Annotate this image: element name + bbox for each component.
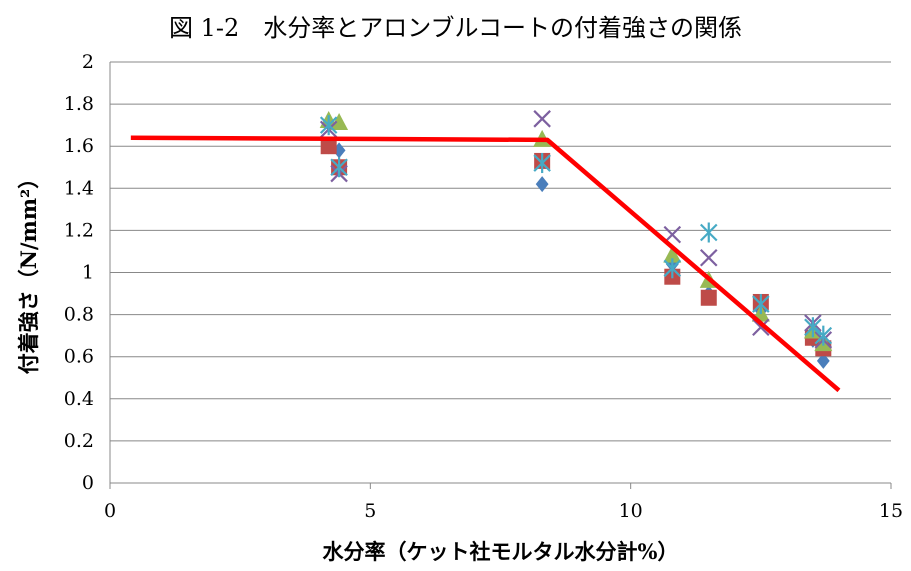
y-tick-label: 1.6 [64,135,94,157]
data-point-star [330,157,348,178]
data-point-star [319,115,338,136]
y-tick-label: 0 [82,472,94,494]
data-point-square [700,289,717,306]
data-point-x [533,110,551,128]
x-tick-label: 0 [104,500,116,522]
y-tick-label: 1.2 [64,219,94,241]
data-point-triangle [330,113,349,131]
y-tick-label: 2 [82,51,94,73]
data-point-x-stroke [533,110,551,128]
y-tick-label: 1 [82,262,94,284]
data-point-x [752,318,770,337]
x-axis-label: 水分率（ケット社モルタル水分計%） [322,539,679,564]
data-point-triangle [663,245,682,263]
data-point-diamond [816,352,830,369]
y-tick-label: 0.2 [64,430,94,452]
data-point-star [663,258,682,279]
data-point-star [699,222,718,243]
y-tick-label: 0.8 [64,304,94,326]
y-tick-label: 0.6 [64,346,94,368]
chart-title: 図 1-2 水分率とアロンブルコートの付着強さの関係 [168,14,743,42]
data-point-star [804,317,822,338]
y-axis-label: 付着強さ（N/mm²） [16,167,41,375]
x-tick-label: 10 [619,500,643,522]
y-tick-label: 1.4 [64,177,94,199]
x-tick-label: 15 [879,500,903,522]
data-point-star [533,153,551,174]
series-5 [319,115,833,346]
data-point-star [814,325,833,346]
data-point-star [752,294,770,315]
data-point-diamond [535,176,549,193]
data-point-x [699,248,718,267]
data-point-x-stroke [699,248,718,267]
y-tick-label: 0.4 [64,388,94,410]
data-point-square [320,138,337,155]
y-tick-label: 1.8 [64,93,94,115]
series-2 [320,138,832,357]
data-point-x-stroke [752,318,770,337]
x-tick-label: 5 [364,500,376,522]
trend-line [130,135,841,393]
